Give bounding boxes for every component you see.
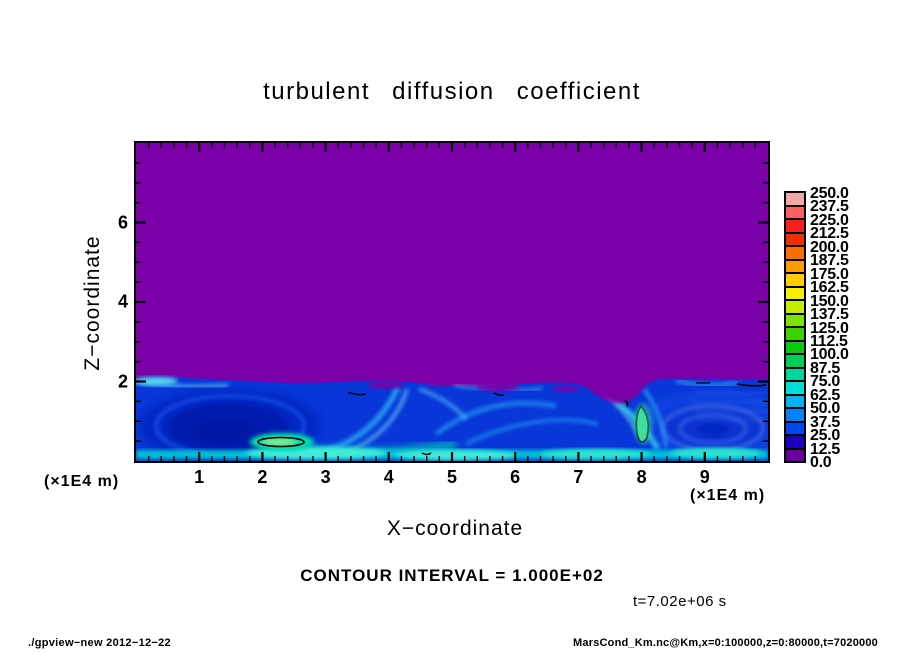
contour-speck-bottom (421, 452, 432, 456)
z-tick-label: 4 (117, 291, 128, 312)
x-tick-label: 2 (257, 467, 268, 487)
colorbar-box (786, 231, 804, 245)
colorbar-box (786, 434, 804, 448)
colorbar-label: 112.5 (810, 332, 848, 350)
colorbar-box (786, 218, 804, 232)
colorbar-label: 37.5 (810, 413, 840, 431)
time-annotation: t=7.02e+06 s (633, 593, 727, 610)
contour-interval-note: CONTOUR INTERVAL = 1.000E+02 (300, 566, 604, 585)
colorbar-label: 87.5 (810, 359, 840, 377)
colorbar-box (786, 312, 804, 326)
colorbar-label: 175.0 (810, 265, 849, 283)
colorbar-box (786, 326, 804, 340)
colorbar-box (786, 272, 804, 286)
colorbar-label: 25.0 (810, 427, 840, 445)
colorbar-label: 100.0 (810, 346, 849, 364)
x-tick-label: 4 (383, 467, 394, 487)
x-tick-label: 8 (636, 467, 647, 487)
colorbar-box (786, 285, 804, 299)
colorbar-box (786, 353, 804, 367)
contour-line-100-left (257, 436, 305, 448)
z-tick-label: 2 (117, 371, 128, 391)
x-tick-label: 9 (699, 467, 710, 487)
turbulent-layer (136, 376, 768, 461)
colorbar-box (786, 393, 804, 407)
colorbar-label: 200.0 (810, 238, 849, 256)
colorbar-label: 12.5 (810, 440, 840, 458)
x-axis-label: X−coordinate (386, 517, 524, 540)
colorbar-label: 187.5 (810, 252, 849, 270)
colorbar-box (786, 245, 804, 259)
colorbar-label: 137.5 (810, 306, 849, 324)
x-tick-label: 3 (320, 467, 331, 487)
x-tick-label: 6 (510, 467, 521, 487)
axis-ticks (136, 143, 768, 461)
plot-title: turbulent diffusion coefficient (263, 78, 641, 105)
colorbar-label: 162.5 (810, 279, 849, 297)
colorbar-label: 75.0 (810, 373, 840, 391)
heatmap-field (136, 143, 768, 461)
colorbar-label: 150.0 (810, 292, 849, 310)
plot-area (134, 141, 770, 463)
colorbar-box (786, 258, 804, 272)
colorbar (784, 191, 806, 463)
colorbar-label: 237.5 (810, 198, 849, 216)
colorbar-box (786, 407, 804, 421)
colorbar-label: 50.0 (810, 400, 840, 418)
colorbar-box (786, 299, 804, 313)
x-axis-units-right: (×1E4 m) (690, 487, 766, 504)
colorbar-box (786, 339, 804, 353)
colorbar-box (786, 366, 804, 380)
footer-data-source: MarsCond_Km.nc@Km,x=0:100000,z=0:80000,t… (573, 637, 878, 649)
colorbar-label: 212.5 (810, 225, 849, 243)
colorbar-label: 62.5 (810, 386, 840, 404)
colorbar-box (786, 447, 804, 461)
colorbar-box (786, 380, 804, 394)
x-tick-label: 7 (573, 467, 584, 487)
footer-program-date: ./gpview−new 2012−12−22 (28, 637, 171, 649)
z-tick-label: 6 (117, 212, 128, 232)
x-tick-label: 5 (446, 467, 458, 487)
colorbar-label: 225.0 (810, 211, 849, 229)
x-axis-units-left: (×1E4 m) (44, 473, 120, 490)
x-tick-label: 1 (194, 467, 205, 487)
colorbar-label: 125.0 (810, 319, 849, 337)
colorbar-box (786, 420, 804, 434)
colorbar-box (786, 193, 804, 205)
colorbar-label: 250.0 (810, 185, 849, 202)
colorbar-box (786, 204, 804, 218)
colorbar-label: 0.0 (810, 454, 832, 471)
